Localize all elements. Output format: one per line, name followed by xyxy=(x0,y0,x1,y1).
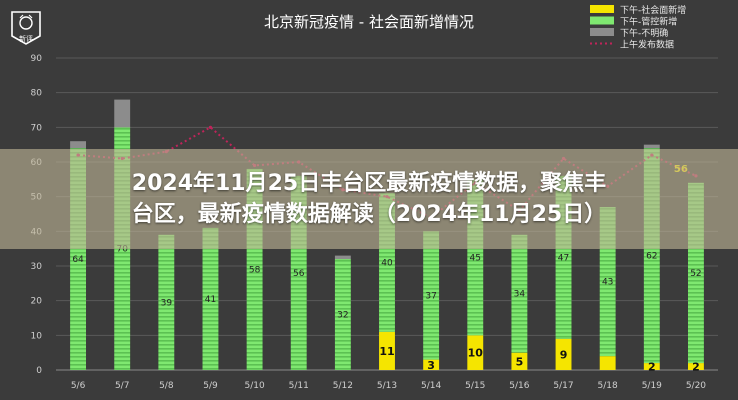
data-label-controlled: 52 xyxy=(690,269,701,279)
data-label-controlled: 56 xyxy=(293,269,305,279)
data-label-controlled: 40 xyxy=(381,259,393,269)
bar-community-new xyxy=(555,338,572,370)
data-label-community: 2 xyxy=(692,361,700,374)
legend-label: 下午-管控新增 xyxy=(620,16,677,28)
y-tick-label: 0 xyxy=(36,366,42,376)
bar-unclear xyxy=(114,99,131,128)
overlay-banner: 2024年11月25日丰台区最新疫情数据，聚焦丰 台区，最新疫情数据解读（202… xyxy=(0,149,738,249)
bar-controlled-new xyxy=(334,259,351,370)
x-tick-label: 5/7 xyxy=(115,381,129,391)
legend-swatch xyxy=(590,5,614,13)
bar-unclear xyxy=(334,255,351,260)
data-label-controlled: 39 xyxy=(161,298,173,308)
bar-controlled-new xyxy=(511,234,528,353)
data-label-controlled: 62 xyxy=(646,252,657,262)
bar-controlled-new xyxy=(202,227,219,370)
data-label-community: 11 xyxy=(379,345,394,358)
x-tick-label: 5/19 xyxy=(642,381,662,391)
data-label-controlled: 64 xyxy=(72,255,84,265)
x-tick-label: 5/6 xyxy=(71,381,86,391)
x-tick-label: 5/12 xyxy=(333,381,353,391)
data-label-community: 9 xyxy=(560,348,568,361)
legend-swatch xyxy=(590,28,614,36)
bar-community-new xyxy=(599,356,616,370)
y-tick-label: 20 xyxy=(31,297,43,307)
data-label-controlled: 34 xyxy=(514,290,526,300)
bar-community-new xyxy=(643,363,660,370)
data-label-community: 3 xyxy=(427,359,435,372)
bar-controlled-new xyxy=(423,231,440,360)
data-label-community: 2 xyxy=(648,361,656,374)
x-tick-label: 5/20 xyxy=(686,381,706,391)
x-tick-label: 5/18 xyxy=(598,381,618,391)
x-tick-label: 5/14 xyxy=(421,381,441,391)
data-label-controlled: 32 xyxy=(337,311,348,321)
bar-unclear xyxy=(70,141,87,149)
data-label-controlled: 41 xyxy=(205,295,216,305)
bar-community-new xyxy=(687,363,704,370)
line-morning-release xyxy=(77,126,697,219)
logo-text: 新评 xyxy=(19,35,33,43)
bar-controlled-new xyxy=(158,234,175,370)
bar-community-new xyxy=(423,359,440,370)
x-tick-label: 5/8 xyxy=(159,381,174,391)
x-tick-label: 5/13 xyxy=(377,381,397,391)
data-label-controlled: 43 xyxy=(602,278,613,288)
y-tick-label: 10 xyxy=(31,331,43,341)
line-point xyxy=(208,125,213,129)
overlay-title-line-1: 2024年11月25日丰台区最新疫情数据，聚焦丰 xyxy=(131,171,607,196)
chart-title: 北京新冠疫情 - 社会面新增情况 xyxy=(264,13,474,31)
x-tick-label: 5/15 xyxy=(465,381,485,391)
data-label-community: 10 xyxy=(468,347,484,360)
legend-swatch xyxy=(590,16,614,25)
x-tick-label: 5/9 xyxy=(203,381,218,391)
overlay-title-line-2: 台区，最新疫情数据解读（2024年11月25日） xyxy=(131,202,607,227)
data-label-controlled: 70 xyxy=(116,245,128,255)
bar-unclear xyxy=(643,144,660,149)
data-label-controlled: 58 xyxy=(249,265,261,275)
y-tick-label: 30 xyxy=(31,262,43,272)
x-tick-label: 5/16 xyxy=(509,381,529,391)
legend-label: 下午-社会面新增 xyxy=(620,4,686,16)
y-tick-label: 70 xyxy=(31,123,43,133)
x-tick-label: 5/11 xyxy=(289,381,309,391)
logo-badge-icon xyxy=(11,11,41,45)
bar-community-new xyxy=(467,335,484,370)
legend-label: 下午-不明确 xyxy=(620,27,668,39)
data-label-controlled: 47 xyxy=(558,253,569,263)
data-label-community: 5 xyxy=(516,355,524,368)
data-label-controlled: 45 xyxy=(470,253,481,263)
bar-community-new xyxy=(511,352,528,370)
y-tick-label: 80 xyxy=(31,89,43,99)
bar-community-new xyxy=(379,331,395,370)
legend-label: 上午发布数据 xyxy=(620,39,674,51)
x-tick-label: 5/10 xyxy=(244,381,264,391)
y-tick-label: 90 xyxy=(31,54,43,64)
data-label-controlled: 37 xyxy=(425,291,436,301)
x-tick-label: 5/17 xyxy=(553,381,573,391)
